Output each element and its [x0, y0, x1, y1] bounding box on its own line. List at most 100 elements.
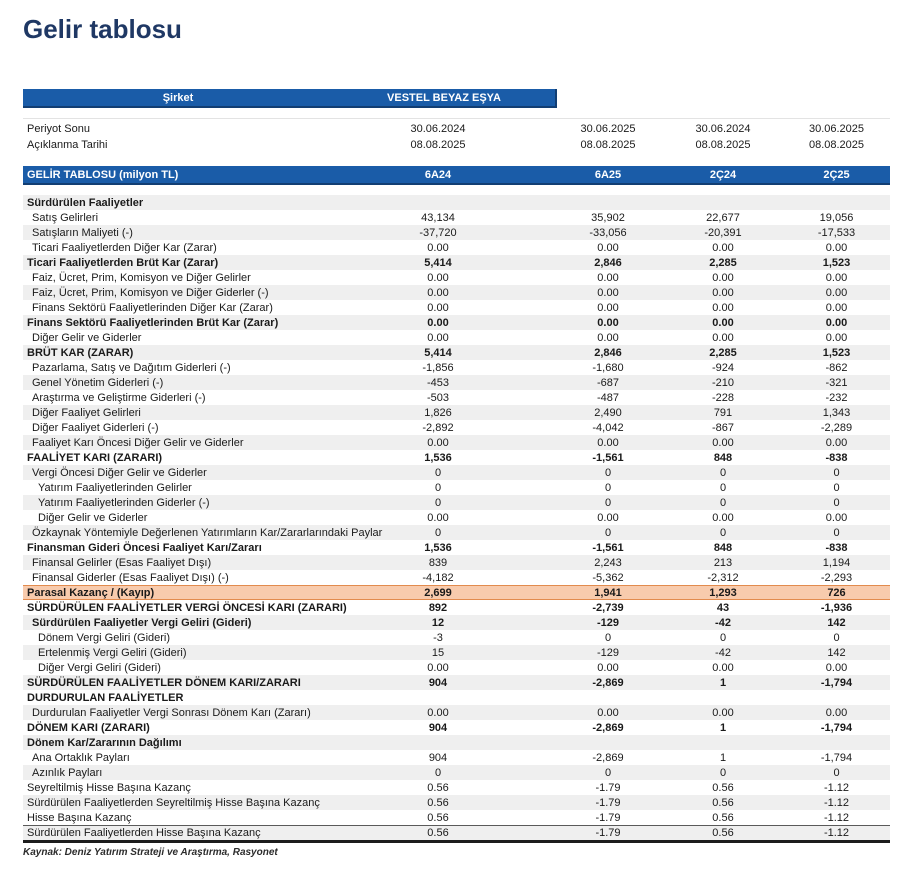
table-header-title: GELİR TABLOSU (milyon TL)	[27, 168, 179, 181]
period-info-section: Periyot Sonu 30.06.2024 30.06.2025 30.06.20…	[23, 118, 890, 153]
row-value: 892	[428, 601, 448, 614]
row-label: Sürdürülen Faaliyetlerden Hisse Başına K…	[27, 827, 261, 839]
row-value: -1.79	[595, 781, 621, 794]
table-row: Parasal Kazanç / (Kayıp) 2,699 1,941 1,293 7…	[23, 585, 890, 600]
row-value: 0.00	[597, 331, 619, 344]
row-value: -2,293	[820, 571, 853, 584]
row-value: 0.00	[825, 286, 848, 299]
row-label: Araştırma ve Geliştirme Giderleri (-)	[32, 391, 206, 404]
company-name: VESTEL BEYAZ EŞYA	[387, 91, 501, 104]
row-value: 0.00	[825, 706, 848, 719]
row-value: 0.00	[825, 436, 848, 449]
row-value: -1,680	[592, 361, 624, 374]
row-value: -453	[426, 376, 450, 389]
report-page: Gelir tablosu Şirket VESTEL BEYAZ EŞYA P…	[0, 14, 907, 858]
row-value: -487	[596, 391, 620, 404]
row-label: Satışların Maliyeti (-)	[32, 226, 133, 239]
row-value: 213	[713, 556, 733, 569]
row-value: -862	[825, 361, 848, 374]
row-label: Yatırım Faaliyetlerinden Gelirler	[38, 481, 192, 494]
row-value: 0.56	[712, 796, 734, 809]
table-row: Diğer Faaliyet Giderleri (-) -2,892 -4,042…	[23, 420, 890, 435]
row-value: 0.00	[712, 511, 734, 524]
row-value: 0.56	[427, 811, 449, 824]
row-value: 1,523	[822, 256, 851, 269]
table-row: Hisse Başına Kazanç 0.56 -1.79 0.56 -1.12	[23, 810, 890, 825]
row-value: 0	[604, 496, 612, 509]
row-value: 0.00	[712, 331, 734, 344]
row-value: 0.00	[597, 316, 619, 329]
row-label: Faaliyet Karı Öncesi Diğer Gelir ve Gide…	[32, 436, 244, 449]
row-value: -2,312	[707, 571, 739, 584]
row-value: -1,794	[820, 721, 853, 734]
row-label: Sürdürülen Faaliyetlerden Seyreltilmiş H…	[27, 796, 320, 809]
row-value: -321	[825, 376, 848, 389]
table-row: Seyreltilmiş Hisse Başına Kazanç 0.56 -1.7…	[23, 780, 890, 795]
info-row: Açıklanma Tarihi 08.08.2025 08.08.2025 08.0…	[23, 137, 890, 153]
row-value: 19,056	[819, 211, 854, 224]
table-row: Sürdürülen Faaliyetler Vergi Geliri (Gid…	[23, 615, 890, 630]
table-row: DÖNEM KARI (ZARARI) 904 -2,869 1 -1,794	[23, 720, 890, 735]
table-row: Faiz, Ücret, Prim, Komisyon ve Diğer Gid…	[23, 285, 890, 300]
row-value: 0.00	[825, 331, 848, 344]
row-value: 848	[713, 451, 733, 464]
table-row: Durdurulan Faaliyetler Vergi Sonrası Dön…	[23, 705, 890, 720]
row-value: 2,846	[594, 256, 622, 269]
company-bar: Şirket VESTEL BEYAZ EŞYA	[23, 89, 557, 108]
info-row-value: 08.08.2025	[808, 139, 865, 151]
row-label: Yatırım Faaliyetlerinden Giderler (-)	[38, 496, 210, 509]
table-row: Ticari Faaliyetlerden Diğer Kar (Zarar) 0…	[23, 240, 890, 255]
row-value: 848	[713, 541, 733, 554]
row-value: 142	[827, 646, 846, 659]
row-value: 0	[833, 766, 840, 779]
row-value: 0	[604, 466, 612, 479]
row-value: -1.12	[823, 781, 850, 794]
row-label: Diğer Gelir ve Giderler	[38, 511, 148, 524]
row-value: -232	[825, 391, 848, 404]
row-label: Finansman Gideri Öncesi Faaliyet Karı/Za…	[27, 541, 262, 554]
row-label: Finansal Gelirler (Esas Faaliyet Dışı)	[32, 556, 212, 569]
row-value: 0	[719, 631, 727, 644]
table-row: Ticari Faaliyetlerden Brüt Kar (Zarar) 5,…	[23, 255, 890, 270]
table-row: FAALİYET KARI (ZARARI) 1,536 -1,561 848 -838	[23, 450, 890, 465]
row-value: 0.00	[427, 286, 449, 299]
row-value: 0.56	[712, 827, 734, 839]
row-value: -17,533	[817, 226, 856, 239]
info-row-label: Açıklanma Tarihi	[27, 139, 108, 151]
row-label: Diğer Faaliyet Giderleri (-)	[32, 421, 159, 434]
info-row-value: 08.08.2025	[695, 139, 751, 151]
row-value: -2,739	[592, 601, 624, 614]
row-label: Dönem Kar/Zararının Dağılımı	[27, 736, 182, 749]
row-value: 0.00	[427, 271, 449, 284]
row-value: 0.00	[597, 436, 619, 449]
row-value: 2,699	[424, 586, 452, 599]
row-value: -20,391	[704, 226, 742, 239]
row-value: 0	[833, 496, 840, 509]
row-value: -33,056	[589, 226, 627, 239]
column-header: 6A24	[424, 168, 452, 181]
row-value: 0.56	[427, 781, 449, 794]
row-value: 0.00	[825, 301, 848, 314]
row-label: Finansal Giderler (Esas Faaliyet Dışı) (…	[32, 571, 229, 584]
table-row: SÜRDÜRÜLEN FAALİYETLER DÖNEM KARI/ZARARI…	[23, 675, 890, 690]
row-value: 0	[719, 481, 727, 494]
row-value: 0.00	[712, 286, 734, 299]
row-value: 5,414	[424, 256, 452, 269]
table-row: Yatırım Faaliyetlerinden Gelirler 0 0 0 0	[23, 480, 890, 495]
row-value: -42	[715, 646, 731, 659]
row-value: -2,869	[592, 676, 624, 689]
row-value: 0	[719, 526, 727, 539]
row-value: 43	[716, 601, 730, 614]
row-value: 0	[719, 466, 727, 479]
row-value: 1,826	[424, 406, 452, 419]
income-statement-table: Sürdürülen Faaliyetler Satış Gelirleri 43,…	[23, 195, 890, 843]
row-value: -4,042	[592, 421, 624, 434]
row-value: 0.00	[427, 331, 449, 344]
row-value: -924	[711, 361, 735, 374]
row-value: -37,720	[419, 226, 457, 239]
row-value: 0	[833, 631, 840, 644]
row-value: 0	[833, 481, 840, 494]
table-header-bar: GELİR TABLOSU (milyon TL) 6A24 6A25 2Ç24 2Ç…	[23, 166, 890, 185]
row-value: -2,869	[592, 721, 624, 734]
row-value: 0.00	[427, 511, 449, 524]
